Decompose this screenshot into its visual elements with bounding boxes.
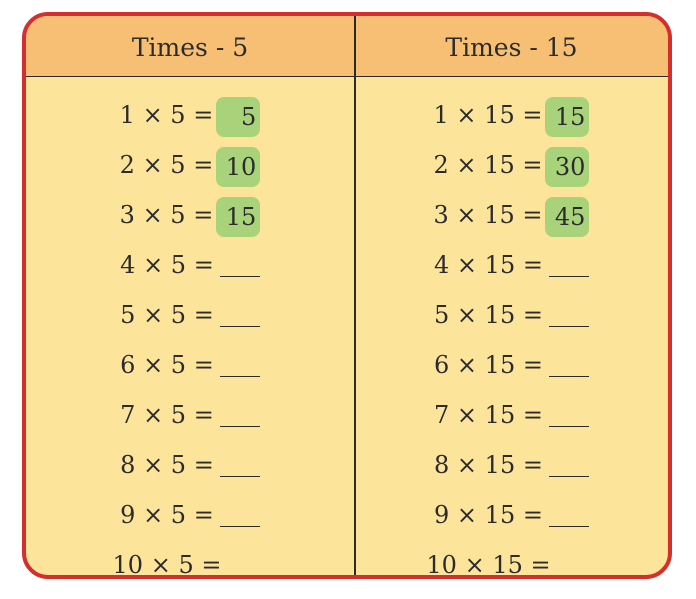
row-expression: 5 × 15 =: [434, 301, 543, 329]
row-expression: 2 × 15 =: [433, 151, 543, 179]
answer-blank[interactable]: [219, 301, 260, 327]
left-column-header: Times - 5: [131, 33, 249, 62]
table-row: 10 × 5 =: [26, 542, 354, 579]
answer-blank[interactable]: [548, 451, 589, 477]
table-row: 7 × 5 =: [26, 392, 354, 438]
table-row: 7 × 15 =: [355, 392, 668, 438]
table-row: 10 × 15 =: [355, 542, 668, 579]
answer-blank[interactable]: [219, 351, 260, 377]
table-row: 3 × 5 = 15: [26, 192, 354, 238]
row-expression: 8 × 5 =: [120, 451, 214, 479]
row-expression: 5 × 5 =: [120, 301, 214, 329]
table-row: 6 × 15 =: [355, 342, 668, 388]
row-expression: 1 × 15 =: [433, 101, 543, 129]
table-row: 2 × 15 = 30: [355, 142, 668, 188]
row-expression: 8 × 15 =: [434, 451, 543, 479]
table-row: 8 × 15 =: [355, 442, 668, 488]
table-row: 3 × 15 = 45: [355, 192, 668, 238]
table-row: 2 × 5 = 10: [26, 142, 354, 188]
answer-box: 5: [216, 96, 261, 137]
table-row: 9 × 15 =: [355, 492, 668, 538]
row-expression: 2 × 5 =: [119, 151, 214, 179]
times-table-card: Times - 5 Times - 15 1 × 5 = 5 2 × 5 = 10 …: [22, 12, 672, 579]
row-expression: 7 × 5 =: [120, 401, 214, 429]
right-column-header: Times - 15: [445, 33, 578, 62]
table-row: 1 × 5 = 5: [26, 92, 354, 138]
row-expression: 3 × 15 =: [433, 201, 543, 229]
table-row: 4 × 15 =: [355, 242, 668, 288]
column-divider: [354, 16, 356, 575]
row-expression: 1 × 5 =: [119, 101, 214, 129]
answer-blank[interactable]: [227, 551, 267, 575]
row-expression: 3 × 5 =: [119, 201, 214, 229]
answer-blank[interactable]: [557, 551, 597, 575]
row-expression: 10 × 15 =: [426, 551, 551, 579]
table-row: 6 × 5 =: [26, 342, 354, 388]
row-expression: 6 × 5 =: [120, 351, 214, 379]
row-expression: 4 × 5 =: [120, 251, 214, 279]
answer-blank[interactable]: [219, 401, 260, 427]
row-expression: 10 × 5 =: [112, 551, 222, 579]
row-expression: 9 × 15 =: [434, 501, 543, 529]
answer-box: 45: [545, 196, 590, 237]
row-expression: 7 × 15 =: [434, 401, 543, 429]
table-row: 5 × 15 =: [355, 292, 668, 338]
answer-blank[interactable]: [548, 251, 589, 277]
answer-blank[interactable]: [219, 501, 260, 527]
answer-blank[interactable]: [548, 501, 589, 527]
table-row: 5 × 5 =: [26, 292, 354, 338]
row-expression: 4 × 15 =: [434, 251, 543, 279]
table-row: 8 × 5 =: [26, 442, 354, 488]
answer-blank[interactable]: [219, 451, 260, 477]
table-header: Times - 5 Times - 15: [26, 16, 668, 77]
answer-blank[interactable]: [548, 301, 589, 327]
answer-box: 30: [545, 146, 590, 187]
answer-box: 10: [216, 146, 261, 187]
row-expression: 9 × 5 =: [120, 501, 214, 529]
answer-blank[interactable]: [548, 401, 589, 427]
answer-blank[interactable]: [548, 351, 589, 377]
answer-blank[interactable]: [219, 251, 260, 277]
table-row: 1 × 15 = 15: [355, 92, 668, 138]
answer-box: 15: [216, 196, 261, 237]
row-expression: 6 × 15 =: [434, 351, 543, 379]
answer-box: 15: [545, 96, 590, 137]
table-row: 4 × 5 =: [26, 242, 354, 288]
table-row: 9 × 5 =: [26, 492, 354, 538]
